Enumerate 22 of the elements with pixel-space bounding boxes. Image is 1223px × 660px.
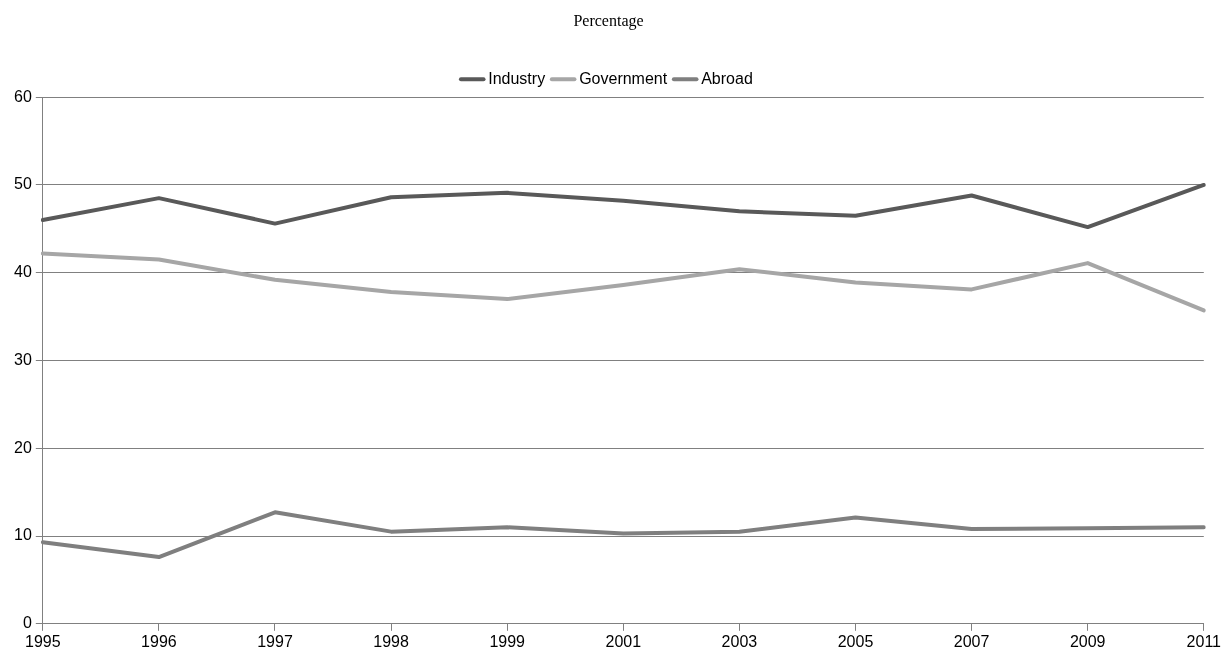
x-tick-label: 2001 bbox=[605, 632, 642, 650]
x-tick-label: 1996 bbox=[141, 632, 177, 650]
x-tick-label: 1995 bbox=[25, 632, 61, 650]
x-tick-label: 2009 bbox=[1069, 632, 1106, 650]
x-tick-label: 2007 bbox=[953, 632, 990, 650]
legend-label: Abroad bbox=[701, 69, 753, 87]
y-tick-label: 20 bbox=[14, 438, 32, 456]
x-tick-label: 1997 bbox=[257, 632, 293, 650]
y-tick-label: 60 bbox=[14, 87, 32, 105]
y-tick-label: 40 bbox=[14, 263, 32, 281]
y-tick-label: 30 bbox=[14, 350, 32, 368]
y-tick-label: 0 bbox=[22, 614, 32, 632]
chart-title: Percentage bbox=[573, 11, 644, 30]
x-tick-label: 2003 bbox=[721, 632, 758, 650]
y-tick-label: 10 bbox=[14, 526, 32, 544]
x-tick-label: 1998 bbox=[373, 632, 409, 650]
y-tick-label: 50 bbox=[14, 175, 32, 193]
legend-label: Government bbox=[579, 69, 668, 87]
x-tick-label: 2005 bbox=[837, 632, 874, 650]
x-tick-label: 1999 bbox=[489, 632, 526, 650]
legend-label: Industry bbox=[488, 69, 546, 87]
x-tick-label: 2011 bbox=[1186, 632, 1222, 650]
